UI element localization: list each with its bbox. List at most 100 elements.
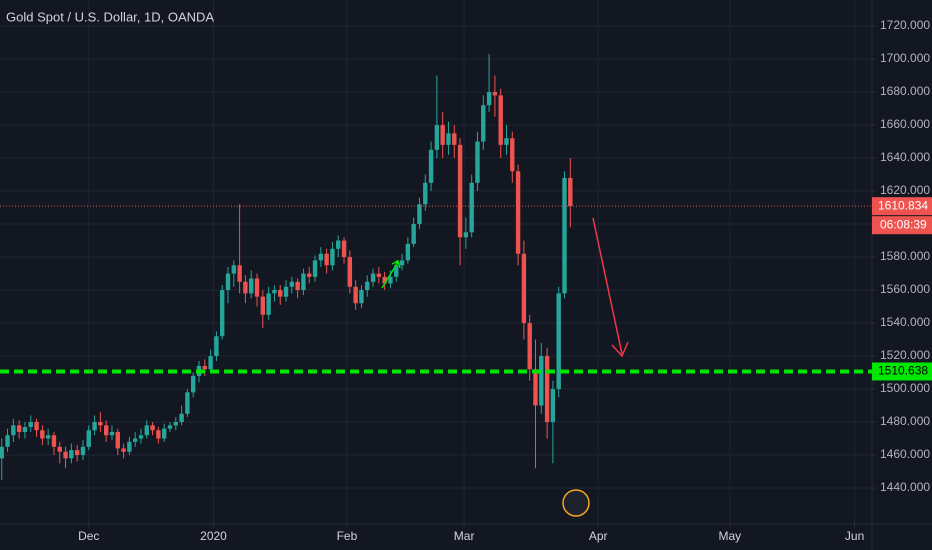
candle-body xyxy=(504,138,509,145)
candle-body xyxy=(225,273,231,291)
candle-body xyxy=(388,276,393,284)
candle-body xyxy=(63,451,68,459)
candle-body xyxy=(359,290,364,304)
candle-body xyxy=(103,425,109,436)
candle-body xyxy=(127,441,132,452)
candle-body xyxy=(109,431,115,436)
drawn-arrow xyxy=(592,217,623,355)
candle-body xyxy=(266,293,271,315)
candle-body xyxy=(22,426,28,432)
candle-body xyxy=(457,144,463,238)
candle-body xyxy=(34,422,39,431)
candle-body xyxy=(80,446,86,456)
candle-body xyxy=(382,276,387,284)
y-tick-label: 1440.000 xyxy=(880,480,930,494)
level-label-box xyxy=(872,362,932,381)
x-tick-label: Mar xyxy=(454,529,475,543)
candle-body xyxy=(121,448,126,452)
candle-body xyxy=(74,450,80,456)
candle-body xyxy=(260,296,266,315)
candle-body xyxy=(544,356,550,423)
candle-body xyxy=(301,273,306,291)
y-tick-label: 1720.000 xyxy=(880,18,930,32)
candle-body xyxy=(533,369,538,406)
candle-body xyxy=(0,446,4,459)
candle-body xyxy=(550,389,556,423)
candle-body xyxy=(399,260,405,266)
candle-body xyxy=(330,248,335,266)
candle-body xyxy=(394,265,399,277)
y-tick-label: 1680.000 xyxy=(880,84,930,98)
candle-body xyxy=(405,243,411,261)
candle-body xyxy=(161,428,167,439)
candle-body xyxy=(527,323,532,370)
chart-title: Gold Spot / U.S. Dollar, 1D, OANDA xyxy=(6,9,214,24)
candle-body xyxy=(249,278,254,294)
candle-body xyxy=(98,422,103,426)
candle-body xyxy=(411,224,416,244)
candle-body xyxy=(115,431,120,449)
y-tick-label: 1640.000 xyxy=(880,150,930,164)
y-tick-label: 1480.000 xyxy=(880,414,930,428)
candle-body xyxy=(237,265,242,282)
candle-body xyxy=(318,253,324,261)
countdown-box xyxy=(872,216,932,235)
drawn-green-arrow xyxy=(381,259,401,289)
x-tick-label: Dec xyxy=(78,529,99,543)
candle-body xyxy=(446,133,451,145)
grid xyxy=(0,0,872,524)
candle-body xyxy=(568,177,573,207)
candle-body xyxy=(521,253,527,324)
candle-body xyxy=(5,435,10,447)
candle-body xyxy=(173,422,178,426)
candle-body xyxy=(365,281,370,291)
x-tick-label: 2020 xyxy=(200,529,227,543)
candle-body xyxy=(243,281,248,294)
candle-body xyxy=(428,149,434,183)
candle-body xyxy=(492,92,498,96)
x-tick-label: May xyxy=(719,529,742,543)
candle-body xyxy=(16,425,22,432)
candle-body xyxy=(51,435,57,447)
x-tick-label: Jun xyxy=(845,529,864,543)
candle-body xyxy=(69,450,74,459)
candle-body xyxy=(562,177,567,294)
candle-body xyxy=(341,240,347,258)
y-tick-label: 1660.000 xyxy=(880,117,930,131)
candle-body xyxy=(510,138,515,172)
candle-body xyxy=(434,125,440,150)
candle-body xyxy=(57,446,62,452)
y-tick-label: 1460.000 xyxy=(880,447,930,461)
candle-body xyxy=(156,430,161,439)
candle-body xyxy=(144,425,149,436)
y-tick-label: 1560.000 xyxy=(880,282,930,296)
candle-body xyxy=(132,438,138,442)
candle-body xyxy=(353,286,358,304)
candle-body xyxy=(370,273,376,282)
plot xyxy=(0,54,872,480)
candle-body xyxy=(40,430,45,439)
candle-body xyxy=(463,232,469,238)
y-tick-label: 1520.000 xyxy=(880,348,930,362)
y-tick-label: 1540.000 xyxy=(880,315,930,329)
candle-body xyxy=(486,92,492,106)
candle-body xyxy=(289,281,295,287)
level-label: 1510.638 xyxy=(878,364,928,378)
candle-body xyxy=(190,375,196,393)
candle-body xyxy=(214,336,219,357)
candle-body xyxy=(295,281,300,291)
price-label: 1610.834 xyxy=(878,198,928,212)
candle-body xyxy=(11,425,16,436)
candle-body xyxy=(417,204,422,225)
candle-body xyxy=(347,257,353,287)
candle-body xyxy=(231,265,237,274)
candle-body xyxy=(336,240,341,249)
candle-body xyxy=(208,356,213,370)
candle-body xyxy=(452,133,457,145)
candle-body xyxy=(179,413,184,423)
event-marker[interactable] xyxy=(562,489,590,517)
candle-body xyxy=(202,365,208,370)
candle-body xyxy=(376,273,382,277)
price-label-box xyxy=(872,197,932,216)
